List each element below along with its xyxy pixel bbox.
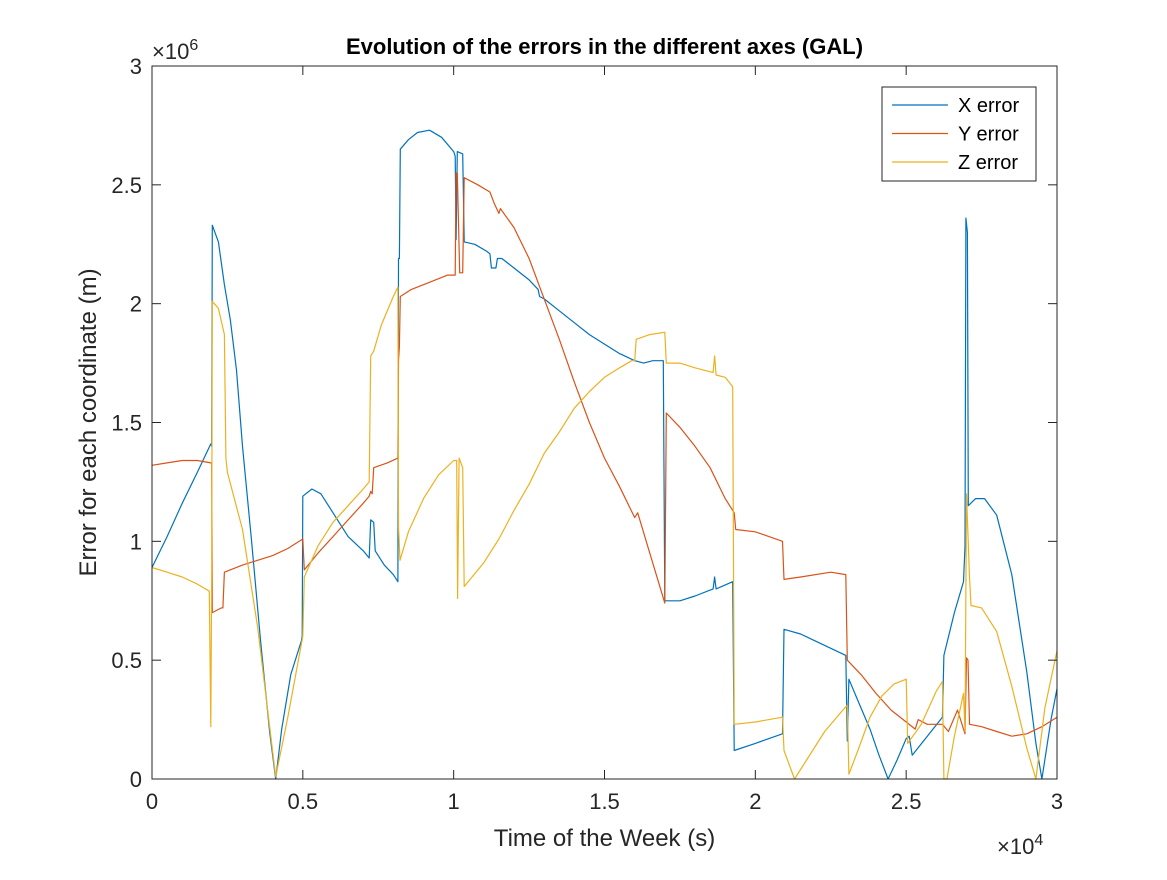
x-tick-label: 1.5 xyxy=(589,789,620,814)
legend-entry-y: Y error xyxy=(892,124,1019,146)
legend: X error Y error Z error xyxy=(881,86,1037,182)
x-exponent-base: ×10 xyxy=(997,834,1034,859)
x-tick-label: 0 xyxy=(146,789,158,814)
x-tick-label: 1 xyxy=(448,789,460,814)
x-exponent-power: 4 xyxy=(1034,832,1043,849)
y-tick-label: 0 xyxy=(130,767,142,792)
series-layer xyxy=(151,129,1058,780)
x-tick-label: 2.5 xyxy=(891,789,922,814)
y-tick-label: 3 xyxy=(130,54,142,79)
x-axis-exponent: ×104 xyxy=(997,832,1043,859)
x-axis-label: Time of the Week (s) xyxy=(494,825,715,852)
series-line-z-error xyxy=(151,286,1058,780)
y-tick-label: 1 xyxy=(130,529,142,554)
y-exponent-power: 6 xyxy=(189,37,198,54)
series-line-y-error xyxy=(151,172,1058,737)
y-tick-label: 1.5 xyxy=(111,411,142,436)
ticks-layer: 0 0.5 1 1.5 2 2.5 3 0 0.5 1 1.5 2 2.5 3 xyxy=(111,54,1063,814)
legend-label-y: Y error xyxy=(958,124,1019,146)
y-axis-exponent: ×106 xyxy=(152,37,198,64)
y-axis-label: Error for each coordinate (m) xyxy=(75,268,102,576)
legend-label-x: X error xyxy=(958,95,1019,117)
plot-area xyxy=(152,66,1057,779)
y-tick-label: 2.5 xyxy=(111,173,142,198)
legend-entry-x: X error xyxy=(892,95,1019,117)
y-exponent-base: ×10 xyxy=(152,39,189,64)
y-tick-label: 0.5 xyxy=(111,648,142,673)
x-tick-label: 3 xyxy=(1051,789,1063,814)
x-tick-label: 0.5 xyxy=(288,789,319,814)
x-tick-label: 2 xyxy=(749,789,761,814)
y-tick-label: 2 xyxy=(130,292,142,317)
chart-title: Evolution of the errors in the different… xyxy=(346,34,863,59)
legend-entry-z: Z error xyxy=(892,152,1018,174)
legend-label-z: Z error xyxy=(958,152,1018,174)
